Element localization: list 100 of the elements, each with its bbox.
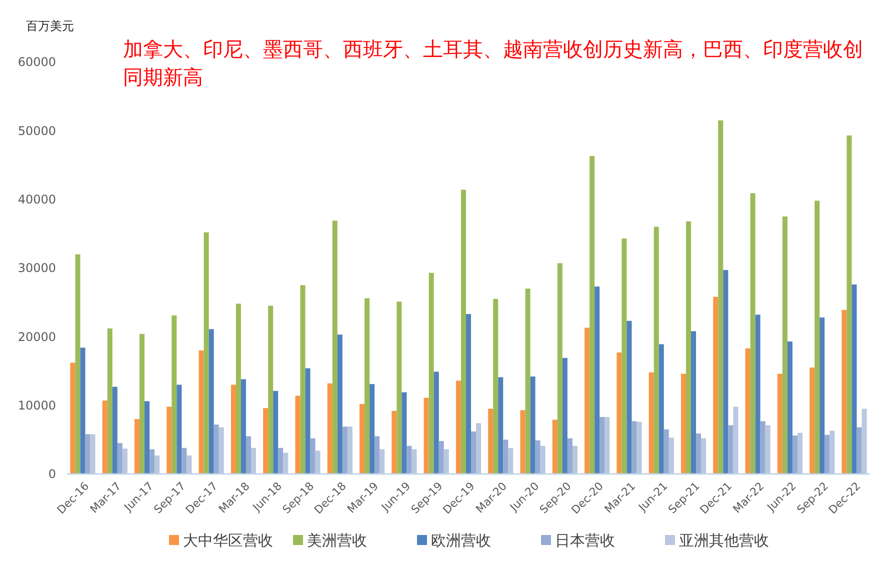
bar [503, 440, 508, 474]
bar [680, 374, 686, 474]
bar [557, 263, 562, 474]
bar [214, 424, 219, 474]
bar [347, 426, 352, 474]
bar [166, 406, 172, 474]
bar [198, 350, 204, 474]
bar [668, 438, 674, 474]
bar [218, 427, 224, 474]
bar [723, 270, 728, 474]
bar [852, 284, 857, 474]
bar [327, 383, 332, 474]
bar [508, 448, 514, 474]
bar [364, 298, 370, 474]
bar [814, 200, 820, 474]
bar [263, 408, 268, 474]
bar [154, 455, 160, 474]
bar [787, 341, 792, 474]
bar [396, 302, 402, 474]
bar [648, 372, 654, 474]
bar [370, 384, 375, 474]
bar [691, 331, 696, 474]
bar [444, 449, 449, 474]
bar [230, 384, 236, 474]
bar [278, 448, 284, 474]
bar [626, 320, 632, 474]
y-tick-label: 10000 [18, 398, 56, 413]
bar [90, 434, 96, 474]
bar [268, 306, 274, 474]
bar [636, 422, 642, 474]
bar [310, 438, 316, 474]
bar [540, 446, 546, 474]
bar [283, 452, 288, 474]
bar [810, 368, 815, 474]
bar [107, 328, 112, 474]
bar [360, 404, 365, 474]
bar [380, 449, 385, 474]
bar [782, 216, 788, 474]
bar [471, 431, 476, 474]
legend-label: 大中华区营收 [183, 531, 273, 550]
bar [718, 120, 724, 474]
bar [456, 380, 461, 474]
bar [600, 417, 605, 474]
bar [797, 432, 802, 474]
bar [686, 221, 692, 474]
y-tick-label: 60000 [18, 55, 56, 70]
bar [654, 226, 659, 474]
bar [622, 238, 627, 474]
bar [520, 410, 526, 474]
bar [140, 334, 145, 474]
bar [144, 401, 150, 474]
bar [295, 396, 300, 474]
y-axis-title: 百万美元 [26, 19, 74, 33]
bar [412, 449, 417, 474]
y-tick-label: 0 [48, 467, 56, 482]
bar [525, 288, 530, 474]
bar [204, 232, 209, 474]
bar [374, 436, 380, 474]
bar [552, 420, 558, 474]
bar [332, 220, 338, 474]
bar [616, 352, 622, 474]
y-tick-label: 20000 [18, 330, 56, 344]
legend-label: 日本营收 [555, 531, 615, 550]
bar [862, 408, 867, 474]
bar [466, 314, 472, 474]
bar [182, 448, 187, 474]
legend-label: 亚洲其他营收 [679, 531, 769, 550]
bar [85, 434, 90, 474]
bar [777, 374, 782, 474]
bar [745, 348, 750, 474]
bar [434, 372, 439, 474]
bar [476, 423, 482, 474]
bar [760, 421, 766, 474]
bar [488, 408, 494, 474]
bar [530, 376, 536, 474]
legend-label: 美洲营收 [307, 531, 367, 550]
bar [186, 455, 192, 474]
bar [428, 272, 434, 474]
bar [460, 190, 466, 474]
bar [240, 379, 246, 474]
bar [728, 425, 734, 474]
bar [713, 296, 718, 474]
bar [632, 421, 637, 474]
bar [208, 329, 214, 474]
bar [438, 441, 444, 474]
bar [696, 433, 702, 474]
bar [117, 443, 122, 474]
y-tick-label: 40000 [18, 192, 56, 207]
bar [830, 430, 835, 474]
bar [176, 384, 182, 474]
chart-title: 加拿大、印尼、墨西哥、西班牙、土耳其、越南营收创历史新高，巴西、印度营收创同期新高 [123, 37, 863, 89]
bar [755, 314, 760, 474]
bar [122, 448, 128, 474]
bar [535, 440, 540, 474]
y-tick-label: 50000 [18, 124, 56, 138]
bar [498, 377, 504, 474]
bar [658, 344, 664, 474]
bar [80, 348, 86, 474]
bar [342, 426, 348, 474]
bar [75, 254, 80, 474]
